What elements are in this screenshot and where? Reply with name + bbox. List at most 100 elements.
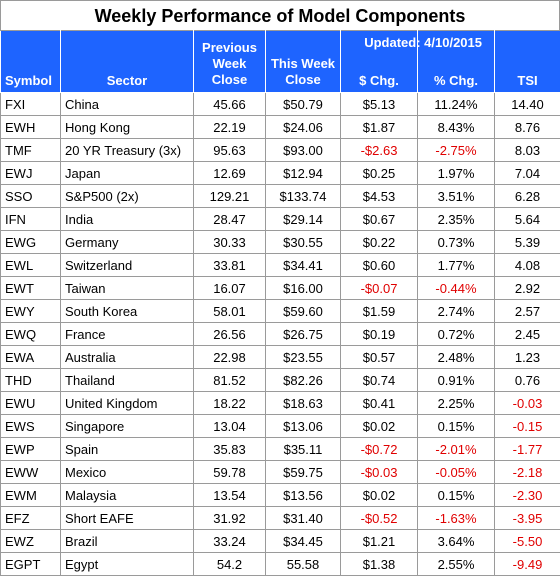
header-this-line1: This Week — [266, 56, 340, 72]
header-prev-line3: Close — [194, 72, 265, 88]
percent-change-cell: 2.55% — [418, 553, 495, 576]
previous-close-cell: 13.04 — [194, 415, 266, 438]
symbol-cell: EWZ — [1, 530, 61, 553]
percent-change-cell: 2.35% — [418, 208, 495, 231]
this-week-close-cell: $16.00 — [266, 277, 341, 300]
sector-cell: Taiwan — [61, 277, 194, 300]
dollar-change-cell: -$0.03 — [341, 461, 418, 484]
header-percent-change: Updated: 4/10/2015 % Chg. — [418, 31, 495, 93]
tsi-cell: -0.15 — [495, 415, 560, 438]
symbol-cell: EWG — [1, 231, 61, 254]
this-week-close-cell: $30.55 — [266, 231, 341, 254]
symbol-cell: EWY — [1, 300, 61, 323]
previous-close-cell: 22.98 — [194, 346, 266, 369]
dollar-change-cell: $1.87 — [341, 116, 418, 139]
symbol-cell: EWM — [1, 484, 61, 507]
symbol-cell: FXI — [1, 93, 61, 116]
header-sector: Sector — [61, 31, 194, 93]
sector-cell: Germany — [61, 231, 194, 254]
percent-change-cell: 2.74% — [418, 300, 495, 323]
header-prev-line1: Previous — [194, 40, 265, 56]
dollar-change-cell: $0.02 — [341, 484, 418, 507]
header-previous-week-close: Previous Week Close — [194, 31, 266, 93]
symbol-cell: EWT — [1, 277, 61, 300]
tsi-cell: -2.30 — [495, 484, 560, 507]
dollar-change-cell: $1.21 — [341, 530, 418, 553]
this-week-close-cell: $133.74 — [266, 185, 341, 208]
previous-close-cell: 33.81 — [194, 254, 266, 277]
sector-cell: Spain — [61, 438, 194, 461]
dollar-change-cell: $0.25 — [341, 162, 418, 185]
header-tsi: TSI — [495, 31, 560, 93]
symbol-cell: EWP — [1, 438, 61, 461]
tsi-cell: -2.18 — [495, 461, 560, 484]
previous-close-cell: 81.52 — [194, 369, 266, 392]
tsi-cell: 2.57 — [495, 300, 560, 323]
percent-change-cell: 3.64% — [418, 530, 495, 553]
header-previous-week-close-label: Previous Week Close — [194, 40, 265, 88]
previous-close-cell: 12.69 — [194, 162, 266, 185]
previous-close-cell: 35.83 — [194, 438, 266, 461]
sector-cell: China — [61, 93, 194, 116]
percent-change-cell: 0.73% — [418, 231, 495, 254]
dollar-change-cell: $0.67 — [341, 208, 418, 231]
header-prev-line2: Week — [194, 56, 265, 72]
percent-change-cell: 11.24% — [418, 93, 495, 116]
sector-cell: United Kingdom — [61, 392, 194, 415]
dollar-change-cell: $0.60 — [341, 254, 418, 277]
header-sector-label: Sector — [61, 73, 193, 88]
dollar-change-cell: $0.19 — [341, 323, 418, 346]
dollar-change-cell: $0.22 — [341, 231, 418, 254]
tsi-cell: 6.28 — [495, 185, 560, 208]
symbol-cell: EWH — [1, 116, 61, 139]
symbol-cell: EWQ — [1, 323, 61, 346]
sector-cell: Japan — [61, 162, 194, 185]
tsi-cell: 8.76 — [495, 116, 560, 139]
previous-close-cell: 54.2 — [194, 553, 266, 576]
previous-close-cell: 59.78 — [194, 461, 266, 484]
symbol-cell: TMF — [1, 139, 61, 162]
header-dollar-change-label: $ Chg. — [341, 73, 417, 88]
this-week-close-cell: $34.45 — [266, 530, 341, 553]
percent-change-cell: -0.44% — [418, 277, 495, 300]
symbol-cell: EGPT — [1, 553, 61, 576]
this-week-close-cell: $31.40 — [266, 507, 341, 530]
header-this-week-close: This Week Close — [266, 31, 341, 93]
tsi-cell: 8.03 — [495, 139, 560, 162]
sector-cell: 20 YR Treasury (3x) — [61, 139, 194, 162]
sector-cell: Brazil — [61, 530, 194, 553]
this-week-close-cell: $23.55 — [266, 346, 341, 369]
this-week-close-cell: $82.26 — [266, 369, 341, 392]
sector-cell: Mexico — [61, 461, 194, 484]
this-week-close-cell: $29.14 — [266, 208, 341, 231]
tsi-cell: 0.76 — [495, 369, 560, 392]
symbol-cell: SSO — [1, 185, 61, 208]
previous-close-cell: 26.56 — [194, 323, 266, 346]
this-week-close-cell: $93.00 — [266, 139, 341, 162]
percent-change-cell: 0.15% — [418, 415, 495, 438]
symbol-cell: EWU — [1, 392, 61, 415]
tsi-cell: 4.08 — [495, 254, 560, 277]
percent-change-cell: 0.72% — [418, 323, 495, 346]
sector-cell: South Korea — [61, 300, 194, 323]
percent-change-cell: 3.51% — [418, 185, 495, 208]
symbol-cell: EWA — [1, 346, 61, 369]
header-this-week-close-label: This Week Close — [266, 56, 340, 88]
this-week-close-cell: $13.06 — [266, 415, 341, 438]
this-week-close-cell: $18.63 — [266, 392, 341, 415]
symbol-cell: THD — [1, 369, 61, 392]
